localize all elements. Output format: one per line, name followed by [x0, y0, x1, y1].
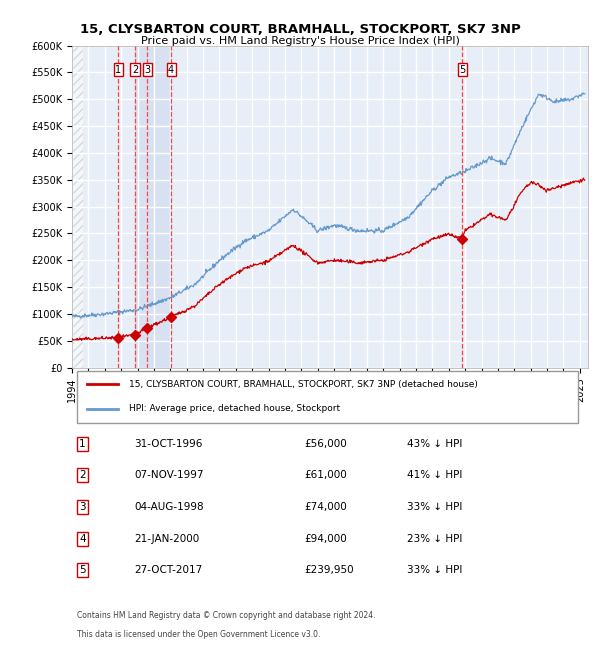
Text: Contains HM Land Registry data © Crown copyright and database right 2024.: Contains HM Land Registry data © Crown c…: [77, 610, 376, 619]
Text: £56,000: £56,000: [304, 439, 347, 448]
Text: 2: 2: [132, 64, 138, 75]
Text: £61,000: £61,000: [304, 471, 347, 480]
Text: 33% ↓ HPI: 33% ↓ HPI: [407, 566, 463, 575]
Text: 2: 2: [79, 471, 86, 480]
Text: 15, CLYSBARTON COURT, BRAMHALL, STOCKPORT, SK7 3NP: 15, CLYSBARTON COURT, BRAMHALL, STOCKPOR…: [80, 23, 520, 36]
Text: £239,950: £239,950: [304, 566, 354, 575]
Text: 31-OCT-1996: 31-OCT-1996: [134, 439, 202, 448]
Text: 1: 1: [115, 64, 121, 75]
Text: 4: 4: [79, 534, 86, 543]
Text: 4: 4: [168, 64, 174, 75]
Text: 3: 3: [79, 502, 86, 512]
Text: 41% ↓ HPI: 41% ↓ HPI: [407, 471, 463, 480]
Text: 3: 3: [144, 64, 150, 75]
Text: 5: 5: [459, 64, 466, 75]
Text: £74,000: £74,000: [304, 502, 347, 512]
Text: 21-JAN-2000: 21-JAN-2000: [134, 534, 199, 543]
Text: HPI: Average price, detached house, Stockport: HPI: Average price, detached house, Stoc…: [129, 404, 340, 413]
Text: This data is licensed under the Open Government Licence v3.0.: This data is licensed under the Open Gov…: [77, 630, 320, 639]
Text: 23% ↓ HPI: 23% ↓ HPI: [407, 534, 463, 543]
Text: £94,000: £94,000: [304, 534, 347, 543]
Text: 07-NOV-1997: 07-NOV-1997: [134, 471, 203, 480]
Bar: [135, 46, 171, 368]
Text: Price paid vs. HM Land Registry's House Price Index (HPI): Price paid vs. HM Land Registry's House …: [140, 36, 460, 46]
Text: 33% ↓ HPI: 33% ↓ HPI: [407, 502, 463, 512]
Text: 27-OCT-2017: 27-OCT-2017: [134, 566, 202, 575]
Text: 5: 5: [79, 566, 86, 575]
FancyBboxPatch shape: [77, 370, 578, 423]
Text: 04-AUG-1998: 04-AUG-1998: [134, 502, 203, 512]
Text: 43% ↓ HPI: 43% ↓ HPI: [407, 439, 463, 448]
Text: 1: 1: [79, 439, 86, 448]
Text: 15, CLYSBARTON COURT, BRAMHALL, STOCKPORT, SK7 3NP (detached house): 15, CLYSBARTON COURT, BRAMHALL, STOCKPOR…: [129, 380, 478, 389]
